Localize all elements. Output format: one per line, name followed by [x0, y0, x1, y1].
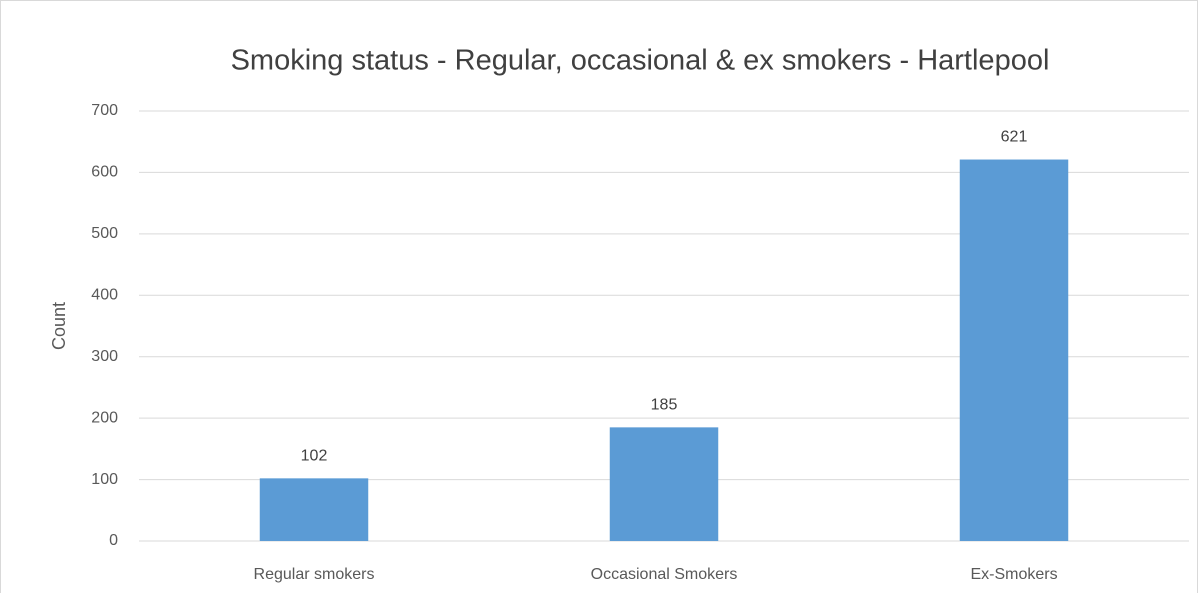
y-tick-label: 200 — [91, 409, 118, 426]
data-label: 621 — [1001, 129, 1028, 146]
y-tick-label: 400 — [91, 287, 118, 304]
y-tick-label: 0 — [109, 532, 118, 549]
y-axis-label: Count — [49, 302, 69, 350]
x-tick-label: Regular smokers — [254, 566, 375, 583]
y-tick-label: 300 — [91, 348, 118, 365]
bar — [959, 159, 1069, 541]
y-tick-label: 500 — [91, 225, 118, 242]
y-tick-label: 700 — [91, 102, 118, 119]
chart-title: Smoking status - Regular, occasional & e… — [231, 45, 1050, 77]
y-tick-label: 600 — [91, 164, 118, 181]
bar — [609, 427, 719, 541]
data-label: 185 — [651, 397, 678, 414]
data-label: 102 — [301, 448, 328, 465]
y-tick-label: 100 — [91, 471, 118, 488]
bar — [259, 478, 369, 541]
x-tick-label: Ex-Smokers — [970, 566, 1057, 583]
x-tick-label: Occasional Smokers — [591, 566, 738, 583]
